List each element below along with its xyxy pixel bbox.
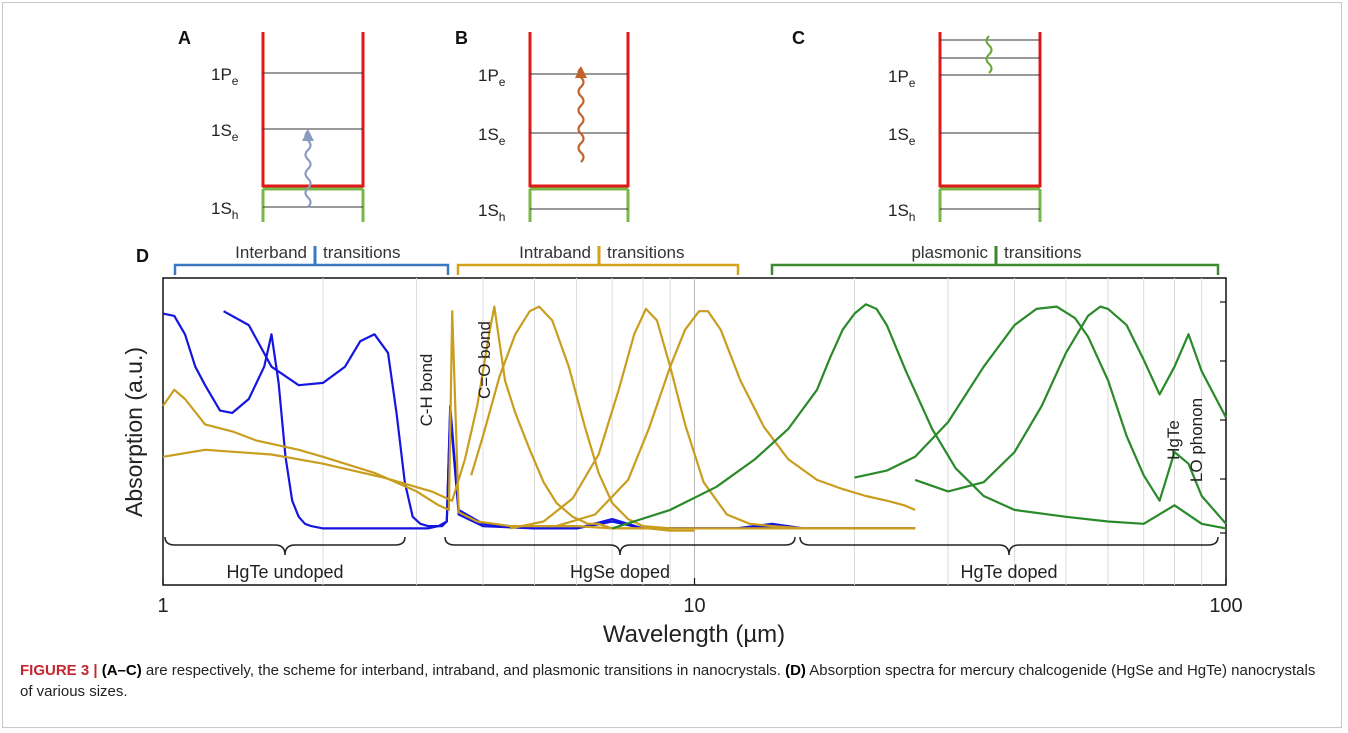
scheme-c: C 1Pe 1Se 1Sh <box>792 28 1042 224</box>
bottom-bracket-label: HgTe undoped <box>226 562 343 582</box>
scheme-letter-b: B <box>455 28 468 48</box>
hole-well-wall <box>261 187 365 222</box>
scheme-a: A 1Pe 1Se 1Sh <box>178 28 365 222</box>
top-bracket <box>456 263 740 275</box>
electron-well-wall <box>528 32 630 188</box>
top-bracket <box>770 263 1220 275</box>
series-line-blue <box>223 310 916 530</box>
top-bracket <box>173 263 450 275</box>
annotation-lo-phonon: LO phonon <box>1187 398 1206 482</box>
hole-well-wall <box>528 187 630 222</box>
energy-level-label: 1Sh <box>888 201 915 224</box>
energy-level-label: 1Pe <box>478 66 506 89</box>
series-line-green <box>611 303 1227 530</box>
caption-ref-ac: (A–C) <box>101 662 142 679</box>
transition-wavy-arrow <box>985 35 993 74</box>
annotation-co-bond: C=O bond <box>475 321 494 399</box>
electron-well-wall <box>261 32 365 188</box>
transition-wavy-arrow <box>577 67 585 163</box>
figure-caption: FIGURE 3 | (A–C) are respectively, the s… <box>20 662 1316 700</box>
series-line-green <box>854 305 1227 525</box>
x-tick-label: 10 <box>683 595 705 617</box>
electron-well-wall <box>938 32 1042 188</box>
scheme-letter-a: A <box>178 28 191 48</box>
top-bracket-label-left: Intraband <box>519 243 591 262</box>
bottom-bracket <box>444 536 796 556</box>
bottom-bracket-label: HgTe doped <box>960 562 1057 582</box>
series-line-blue <box>162 312 916 530</box>
panel-d-letter: D <box>136 246 149 266</box>
energy-level-label: 1Pe <box>888 67 916 90</box>
series-line-gold <box>162 310 916 530</box>
energy-level-label: 1Sh <box>211 199 238 222</box>
top-bracket-label-right: transitions <box>323 243 400 262</box>
x-tick-label: 1 <box>157 595 168 617</box>
series-line-gold <box>470 305 671 530</box>
caption-figure-label: FIGURE 3 | <box>20 662 102 679</box>
annotation-ch-bond: C-H bond <box>417 354 436 427</box>
scheme-letter-c: C <box>792 28 805 48</box>
scheme-b: B 1Pe 1Se 1Sh <box>455 28 630 224</box>
bottom-bracket-label: HgSe doped <box>570 562 670 582</box>
annotation-hgte: HgTe <box>1164 420 1183 460</box>
energy-level-label: 1Sh <box>478 201 505 224</box>
top-bracket-label-left: plasmonic <box>911 243 988 262</box>
top-bracket-label-right: transitions <box>607 243 684 262</box>
transition-arrowhead <box>575 66 587 78</box>
energy-level-label: 1Pe <box>211 65 239 88</box>
transition-arrowhead <box>302 129 314 141</box>
energy-level-label: 1Se <box>211 121 239 144</box>
x-tick-label: 100 <box>1209 595 1242 617</box>
energy-level-label: 1Se <box>478 125 506 148</box>
series-group <box>162 303 1227 532</box>
bottom-bracket <box>799 536 1219 556</box>
transition-wavy-arrow <box>304 130 312 208</box>
series-line-green <box>914 305 1227 493</box>
bottom-bracket <box>164 536 406 556</box>
series-line-gold <box>556 310 916 528</box>
hole-well-wall <box>938 187 1042 222</box>
caption-ref-d: (D) <box>785 662 806 679</box>
top-bracket-label-left: Interband <box>235 243 307 262</box>
energy-level-label: 1Se <box>888 125 916 148</box>
top-bracket-label-right: transitions <box>1004 243 1081 262</box>
y-axis-label: Absorption (a.u.) <box>121 347 147 517</box>
x-axis-label: Wavelength (µm) <box>603 621 785 648</box>
